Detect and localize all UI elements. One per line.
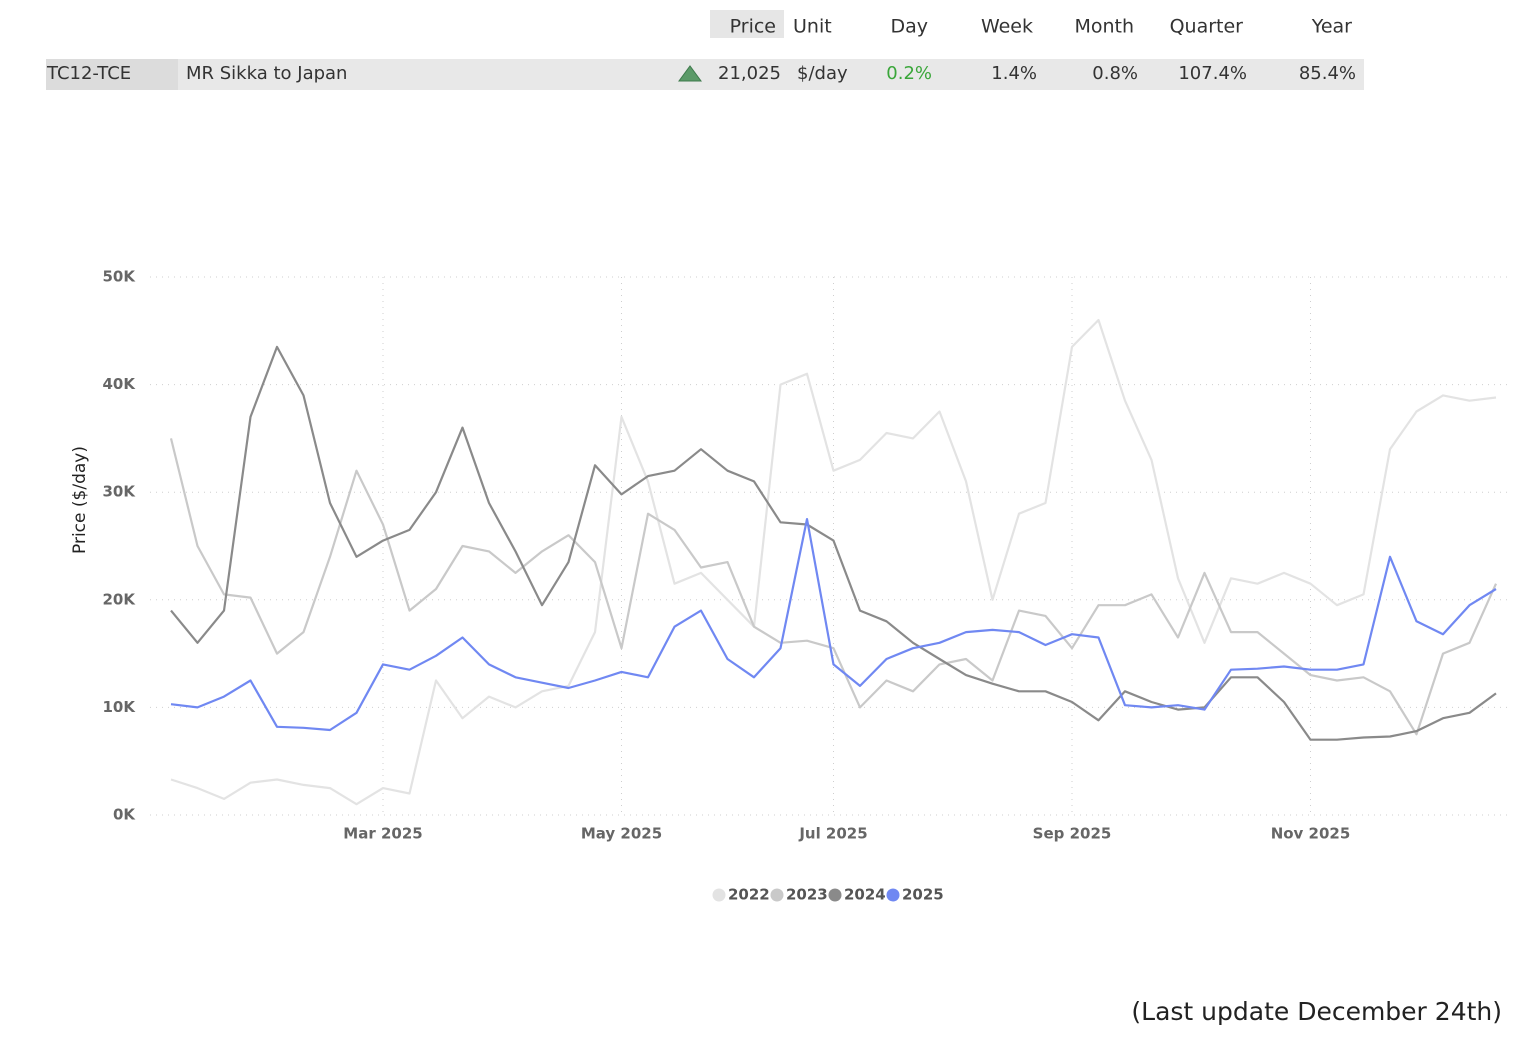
legend-label: 2023 [786,886,828,904]
header-day: Day [890,16,928,38]
legend-swatch [770,888,784,902]
header-unit: Unit [793,16,832,38]
legend-swatch [886,888,900,902]
price: 21,025 [718,63,781,84]
row-band [46,59,1364,90]
route-name: MR Sikka to Japan [186,63,347,84]
month-change: 0.8% [1092,63,1138,84]
series-line [170,345,1497,741]
header-quarter: Quarter [1170,16,1244,38]
header-year: Year [1311,16,1352,38]
unit: $/day [797,63,848,84]
legend-swatch [712,888,726,902]
quarter-change: 107.4% [1178,63,1247,84]
header-month: Month [1074,16,1134,38]
x-tick-label: Sep 2025 [1033,825,1112,843]
day-change: 0.2% [886,63,932,84]
x-tick-label: Nov 2025 [1271,825,1351,843]
x-tick-label: May 2025 [581,825,662,843]
y-tick-label: 10K [103,698,137,716]
y-axis-title: Price ($/day) [70,446,90,554]
header-highlight [710,10,784,38]
code-cell [46,59,178,90]
y-tick-label: 50K [103,268,137,286]
series-line [170,318,1497,806]
y-tick-label: 40K [103,375,137,393]
header-week: Week [981,16,1033,38]
y-tick-label: 0K [113,806,136,824]
x-tick-label: Jul 2025 [798,825,867,843]
series-line [170,518,1497,732]
route-code: TC12-TCE [46,63,131,84]
series-line [169,438,1498,736]
legend-label: 2025 [902,886,944,904]
x-tick-label: Mar 2025 [343,825,422,843]
header-price: Price [730,16,776,38]
year-change: 85.4% [1299,63,1356,84]
legend-swatch [828,888,842,902]
legend-label: 2022 [728,886,770,904]
plot: 0K 10K 20K 30K 40K 50K Mar 2025 May 2025 Jul 202… [103,268,1508,904]
y-tick-label: 30K [103,483,137,501]
week-change: 1.4% [991,63,1037,84]
legend-label: 2024 [844,886,886,904]
up-arrow [678,65,702,82]
footnote: (Last update December 24th) [1131,997,1502,1026]
y-tick-label: 20K [103,590,137,608]
